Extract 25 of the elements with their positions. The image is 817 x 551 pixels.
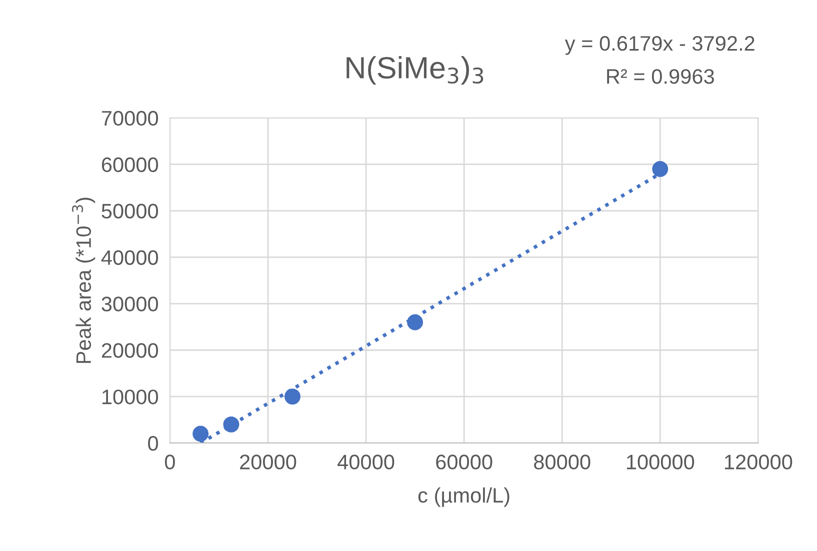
point (652, 161, 668, 177)
x-tick-label: 60000 (436, 454, 492, 470)
x-tick-label: 120000 (725, 454, 792, 470)
x-tick-label: 0 (164, 454, 175, 470)
y-tick-label: 70000 (102, 110, 158, 126)
y-tick-label: 40000 (101, 250, 158, 265)
text: y = 0.6179x - 3792.2 (564, 36, 754, 55)
y-axis-title: Peak area (*10$^{−3}$) (72, 198, 96, 363)
x-tick-label: 100000 (626, 454, 694, 470)
y-tick-label: 60000 (102, 157, 158, 172)
x-tick-label: 80000 (534, 454, 590, 470)
chart-title: N(SiMe$_{3}$)$_{3}$ (346, 56, 484, 85)
text: R² = 0.9963 (607, 69, 714, 84)
y-tick-label: 0 (148, 436, 158, 451)
point (407, 314, 424, 330)
y-tick-label: 20000 (102, 343, 158, 358)
x-tick-label: 20000 (240, 454, 296, 470)
y-tick-label: 10000 (102, 390, 158, 404)
point (223, 416, 240, 432)
y-tick-label: 30000 (102, 296, 158, 312)
point (284, 388, 300, 405)
x-axis-title: c (µmol/L) (418, 487, 510, 507)
y-tick-label: 50000 (102, 204, 158, 219)
x-tick-label: 40000 (338, 454, 394, 470)
point (192, 426, 209, 442)
